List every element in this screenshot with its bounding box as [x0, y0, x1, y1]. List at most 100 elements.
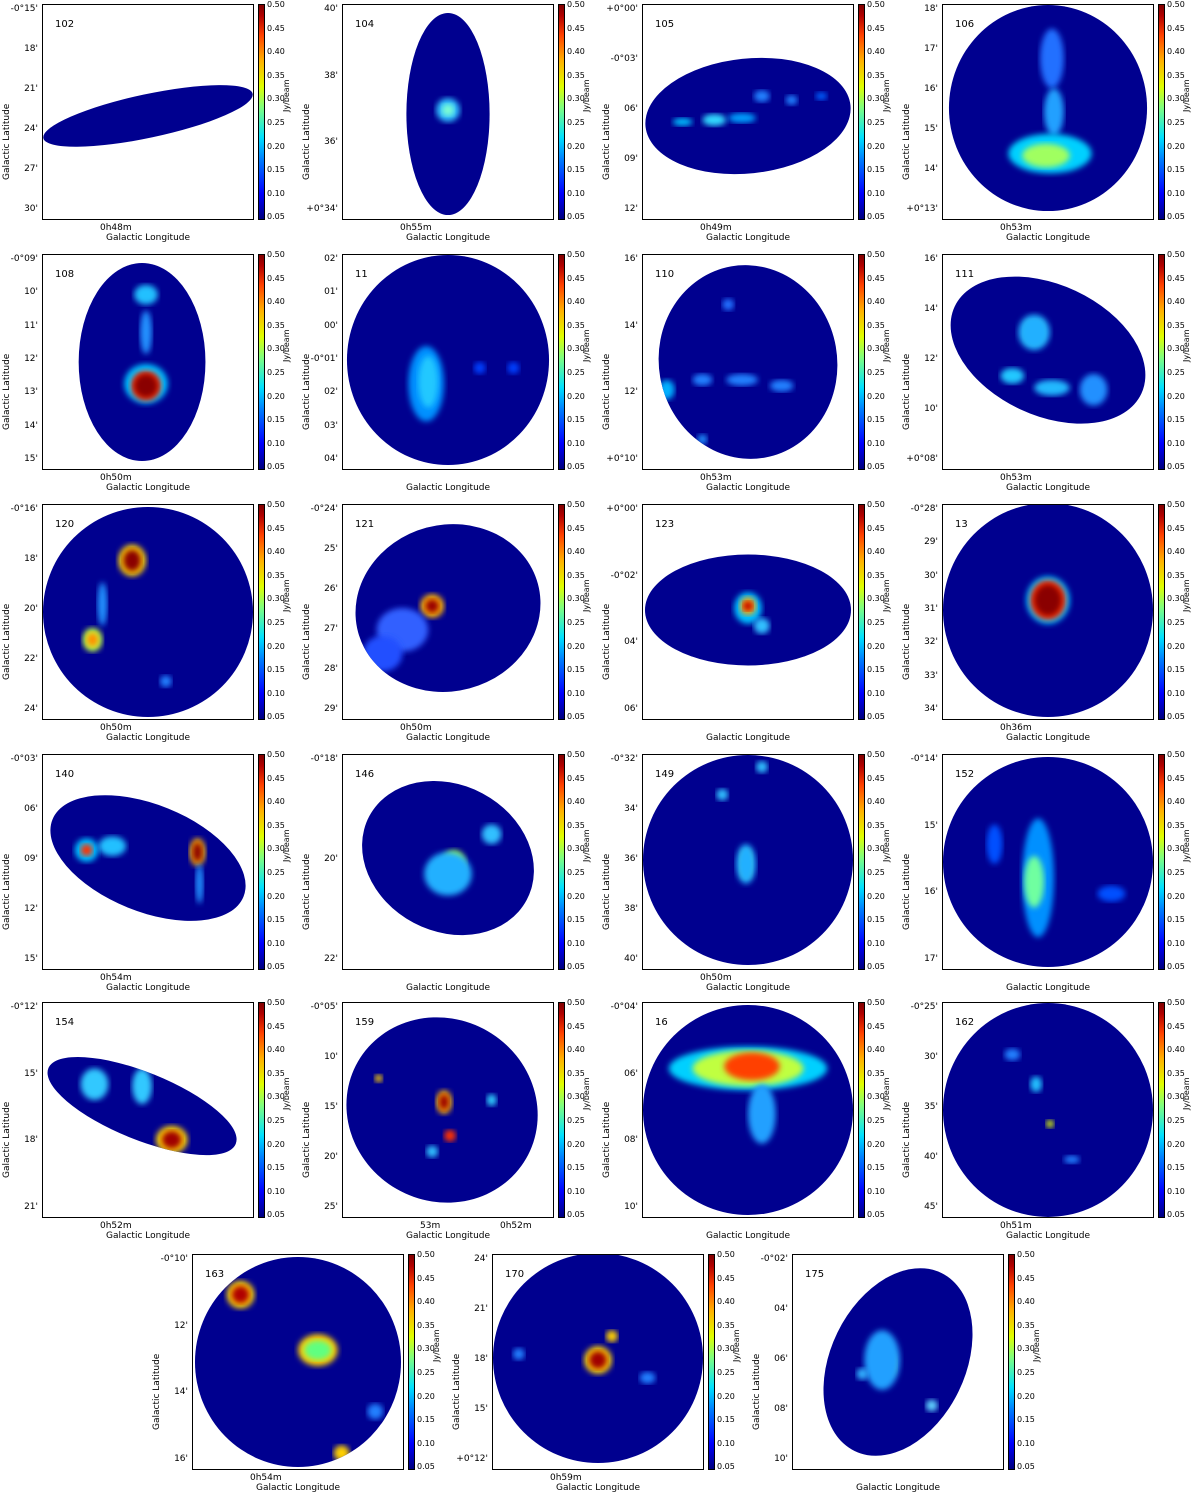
intensity-map: [643, 755, 853, 966]
emission-source: [1034, 379, 1070, 396]
colorbar-tick-label: 0.50: [267, 750, 285, 759]
y-tick-label: 29': [324, 704, 338, 714]
x-tick-label: 0h53m: [700, 473, 732, 483]
colorbar-tick-label: 0.45: [867, 1021, 885, 1031]
colorbar-tick-label: 0.15: [567, 415, 585, 425]
colorbar: [408, 1254, 415, 1470]
colorbar-tick-label: 0.40: [267, 47, 285, 57]
colorbar-tick-label: 0.35: [867, 1068, 885, 1078]
map-plot-area: 149: [642, 754, 854, 970]
colorbar-tick-label: 0.45: [567, 23, 585, 33]
x-axis-label: Galactic Longitude: [105, 1231, 191, 1241]
y-tick-label: 15': [924, 124, 938, 134]
y-tick-label: 12': [624, 387, 638, 398]
colorbar-tick-label: 0.15: [867, 915, 885, 925]
colorbar-tick-label: 0.15: [267, 165, 285, 175]
colorbar-tick-label: 0.35: [1017, 1320, 1035, 1330]
y-tick-label: -0°32': [610, 754, 638, 764]
colorbar-tick-label: 0.25: [567, 118, 585, 127]
colorbar-tick-label: 0.35: [567, 570, 585, 580]
y-tick-label: -0°02': [610, 570, 638, 581]
y-tick-label: 28': [324, 664, 338, 674]
y-tick-label: 22': [324, 954, 338, 964]
emission-source: [753, 617, 770, 634]
colorbar-tick-label: 0.40: [867, 547, 885, 557]
y-tick-label: 20': [324, 854, 338, 864]
colorbar-tick-label: 0.20: [567, 391, 585, 401]
colorbar-tick-label: 0.30: [1167, 344, 1185, 354]
y-axis-label: Galactic Latitude: [602, 1101, 612, 1178]
emission-source: [507, 362, 520, 374]
colorbar-tick-label: 0.40: [1167, 297, 1185, 307]
map-plot-area: 13: [942, 504, 1154, 720]
x-axis-label: Galactic Longitude: [705, 233, 791, 243]
y-tick-label: 12': [24, 904, 38, 914]
colorbar-tick-label: 0.50: [567, 998, 585, 1007]
y-tick-label: 02': [324, 254, 338, 264]
colorbar-tick-label: 0.40: [867, 797, 885, 807]
colorbar: [1008, 1254, 1015, 1470]
colorbar-tick-label: 0.05: [267, 1210, 285, 1220]
colorbar-tick-label: 0.15: [267, 1163, 285, 1173]
emission-source: [134, 373, 158, 398]
colorbar-tick-label: 0.25: [867, 368, 885, 377]
y-axis-label: Galactic Latitude: [302, 853, 312, 930]
intensity-map: [346, 255, 550, 466]
y-tick-label: 16': [924, 254, 938, 264]
colorbar-unit-label: Jy/beam: [282, 79, 291, 112]
colorbar-tick-label: 0.45: [717, 1273, 735, 1283]
colorbar-tick-label: 0.45: [867, 773, 885, 783]
intensity-map: [43, 507, 253, 717]
y-tick-label: 15': [24, 954, 38, 964]
emission-source: [1030, 1076, 1043, 1093]
colorbar-tick-label: 0.45: [1167, 1021, 1185, 1031]
colorbar-tick-label: 0.50: [567, 500, 585, 509]
y-tick-label: 14': [624, 320, 638, 331]
colorbar-tick-label: 0.15: [1167, 1163, 1185, 1173]
colorbar-tick-label: 0.20: [567, 141, 585, 151]
colorbar-tick-label: 0.05: [567, 712, 585, 722]
colorbar-tick-label: 0.25: [1017, 1368, 1035, 1377]
intensity-map: [343, 1003, 553, 1217]
colorbar-tick-label: 0.05: [417, 1462, 435, 1472]
y-tick-label: 30': [924, 570, 938, 581]
panel-id-label: 154: [55, 1017, 75, 1028]
emission-source: [1024, 856, 1045, 908]
colorbar: [1158, 254, 1165, 470]
colorbar-unit-label: Jy/beam: [882, 329, 891, 362]
colorbar-tick-label: 0.10: [867, 938, 885, 948]
colorbar-tick-label: 0.05: [267, 712, 285, 722]
emission-source: [785, 95, 798, 106]
map-footprint: [346, 255, 550, 466]
y-tick-label: 06': [624, 104, 638, 114]
colorbar-tick-label: 0.30: [1167, 94, 1185, 104]
emission-source: [1018, 314, 1050, 351]
y-tick-label: 36': [624, 854, 638, 864]
colorbar-tick-label: 0.30: [1167, 844, 1185, 854]
map-plot-area: 11: [342, 254, 554, 470]
colorbar-tick-label: 0.40: [717, 1297, 735, 1307]
colorbar-tick-label: 0.05: [267, 462, 285, 472]
colorbar-tick-label: 0.05: [717, 1462, 735, 1472]
map-panel-13: 13 0.50 0.45 0.40 0.35 0.30 0.25 0.20 0.15 0.10 0.…: [900, 500, 1200, 749]
panel-id-label: 140: [55, 769, 75, 780]
panel-id-label: 13: [955, 519, 968, 530]
y-tick-label: 15': [324, 1102, 338, 1112]
map-panel-110: 110 0.50 0.45 0.40 0.35 0.30 0.25 0.20 0.15 0.10 0…: [600, 250, 900, 499]
colorbar-tick-label: 0.45: [267, 23, 285, 33]
emission-source: [736, 844, 756, 884]
colorbar-tick-label: 0.50: [867, 0, 885, 9]
panel-id-label: 159: [355, 1017, 375, 1028]
panel-id-label: 111: [955, 269, 975, 280]
y-tick-label: -0°14': [910, 754, 938, 764]
y-tick-label: 06': [624, 704, 638, 714]
colorbar-tick-label: 0.40: [267, 797, 285, 807]
colorbar: [258, 254, 265, 470]
colorbar-tick-label: 0.30: [1167, 594, 1185, 604]
colorbar-tick-label: 0.30: [567, 1092, 585, 1102]
y-tick-label: 12': [24, 354, 38, 364]
x-axis-label: Galactic Longitude: [105, 233, 191, 243]
map-panel-163: 163 0.50 0.45 0.40 0.35 0.30 0.25 0.20 0.15 0.10 0…: [150, 1250, 450, 1499]
y-tick-label: -0°18': [310, 754, 338, 764]
y-tick-label: 03': [324, 420, 338, 431]
